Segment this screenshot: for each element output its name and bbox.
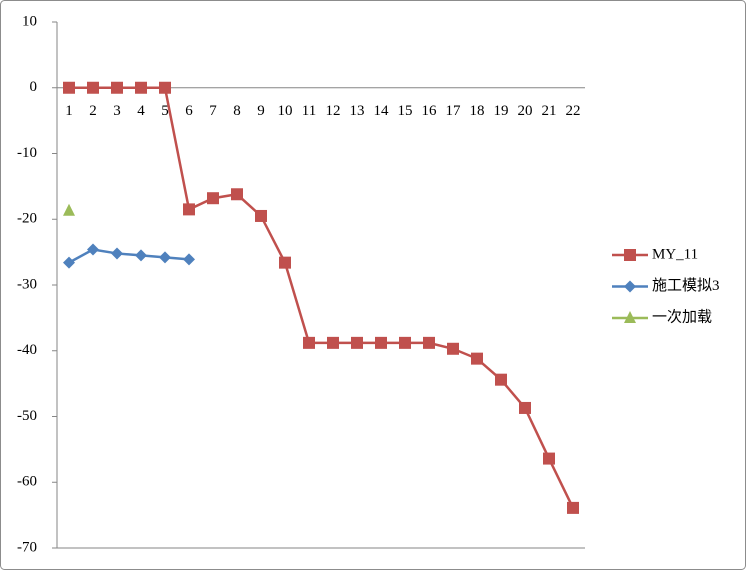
x-tick-label: 7 bbox=[209, 103, 217, 119]
data-point bbox=[87, 81, 99, 94]
x-tick-label: 2 bbox=[89, 103, 97, 119]
data-point bbox=[519, 401, 531, 414]
legend-marker bbox=[624, 280, 636, 293]
data-point bbox=[207, 192, 219, 205]
data-point bbox=[399, 336, 411, 349]
data-point bbox=[63, 81, 75, 94]
x-tick-label: 4 bbox=[137, 103, 145, 119]
y-tick-label: -60 bbox=[17, 474, 37, 490]
y-tick-label: 10 bbox=[22, 13, 37, 29]
x-tick-label: 5 bbox=[161, 103, 169, 119]
legend-marker bbox=[624, 249, 636, 261]
data-point bbox=[375, 336, 387, 349]
data-point bbox=[231, 188, 243, 201]
x-tick-label: 10 bbox=[278, 103, 293, 119]
x-tick-label: 21 bbox=[542, 103, 557, 119]
x-tick-label: 18 bbox=[470, 103, 485, 119]
x-tick-label: 6 bbox=[185, 103, 193, 119]
x-tick-label: 15 bbox=[398, 103, 413, 119]
legend-label: 施工模拟3 bbox=[652, 277, 720, 294]
x-tick-label: 17 bbox=[446, 103, 462, 119]
x-tick-label: 14 bbox=[374, 103, 390, 119]
y-tick-label: -10 bbox=[17, 145, 37, 161]
legend-marker bbox=[624, 311, 636, 323]
y-tick-label: -70 bbox=[17, 539, 37, 555]
data-point bbox=[183, 253, 195, 266]
data-point bbox=[111, 247, 123, 260]
x-tick-label: 12 bbox=[326, 103, 341, 119]
data-point bbox=[351, 336, 363, 349]
x-tick-label: 8 bbox=[233, 103, 241, 119]
legend-label: MY_11 bbox=[652, 246, 698, 262]
y-tick-label: -50 bbox=[17, 408, 37, 424]
data-point bbox=[303, 336, 315, 349]
series-line bbox=[69, 86, 575, 509]
data-point bbox=[543, 452, 555, 465]
legend-label: 一次加载 bbox=[652, 308, 712, 325]
x-tick-label: 19 bbox=[494, 103, 509, 119]
x-tick-label: 20 bbox=[518, 103, 533, 119]
data-point bbox=[111, 81, 123, 94]
data-point bbox=[63, 203, 75, 216]
x-tick-label: 1 bbox=[65, 103, 73, 119]
y-tick-label: 0 bbox=[30, 79, 38, 95]
x-tick-label: 3 bbox=[113, 103, 121, 119]
data-point bbox=[255, 209, 267, 222]
data-point bbox=[471, 352, 483, 365]
x-tick-label: 11 bbox=[302, 103, 316, 119]
data-point bbox=[63, 256, 75, 269]
data-point bbox=[423, 336, 435, 349]
data-point bbox=[135, 81, 147, 94]
data-point bbox=[183, 203, 195, 216]
data-point bbox=[159, 81, 171, 94]
data-point bbox=[135, 249, 147, 262]
x-tick-label: 22 bbox=[566, 103, 581, 119]
x-tick-label: 16 bbox=[422, 103, 438, 119]
y-tick-label: -40 bbox=[17, 342, 37, 358]
data-point bbox=[159, 251, 171, 264]
data-point bbox=[567, 501, 579, 514]
y-tick-label: -20 bbox=[17, 211, 37, 227]
data-point bbox=[495, 373, 507, 386]
data-point bbox=[327, 336, 339, 349]
y-tick-label: -30 bbox=[17, 276, 37, 292]
data-point bbox=[279, 256, 291, 269]
x-tick-label: 13 bbox=[350, 103, 365, 119]
data-point bbox=[447, 342, 459, 355]
data-point bbox=[87, 243, 99, 256]
x-tick-label: 9 bbox=[257, 103, 265, 119]
